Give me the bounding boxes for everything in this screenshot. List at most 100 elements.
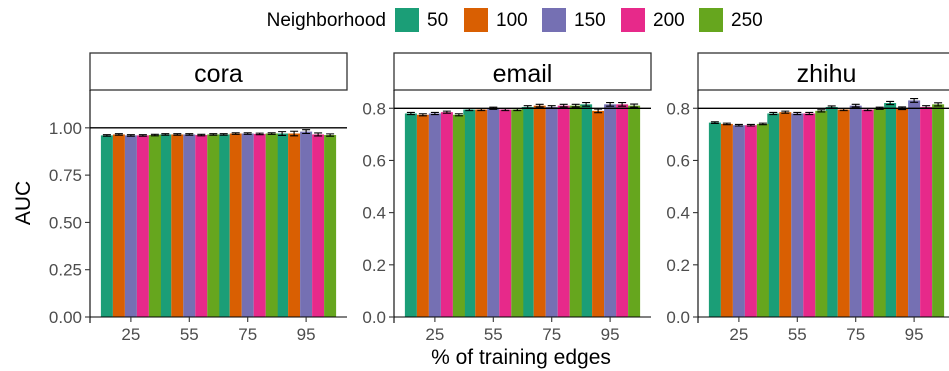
x-tick-label-cora-25: 25 (121, 325, 140, 344)
error-bar-cora-75-250 (267, 132, 276, 135)
y-tick-label-cora-0.25: 0.25 (49, 261, 82, 280)
legend-label-50: 50 (427, 10, 448, 31)
error-bar-email-75-100 (535, 103, 544, 108)
bar-email-25-200 (440, 112, 453, 317)
bar-email-25-150 (428, 113, 441, 317)
bar-zhihu-55-200 (803, 113, 816, 317)
x-tick-label-email-95: 95 (601, 325, 620, 344)
legend-swatch-250 (699, 8, 723, 32)
bar-zhihu-55-250 (815, 110, 828, 317)
bar-cora-55-100 (171, 134, 184, 317)
error-bar-cora-55-100 (173, 133, 182, 136)
panel-cora: cora 0.00 0.25 0.50 0.75 1.00 25 55 75 95 (49, 52, 348, 344)
error-bar-zhihu-25-150 (734, 123, 743, 127)
bar-cora-75-200 (253, 133, 266, 317)
x-tick-label-zhihu-25: 25 (729, 325, 748, 344)
bar-zhihu-25-150 (732, 125, 745, 317)
bar-zhihu-75-250 (873, 108, 886, 317)
y-tick-label-email-0.0: 0.0 (362, 308, 386, 327)
bar-email-95-150 (604, 104, 617, 317)
error-bar-zhihu-25-100 (722, 122, 731, 126)
error-bar-cora-25-150 (126, 134, 135, 137)
bar-cora-75-50 (217, 134, 230, 317)
error-bar-cora-55-250 (209, 133, 218, 136)
bar-cora-55-150 (183, 134, 196, 317)
y-tick-label-zhihu-0.8: 0.8 (666, 99, 690, 118)
error-bar-zhihu-55-150 (793, 111, 802, 116)
y-tick-label-zhihu-0.6: 0.6 (666, 151, 690, 170)
error-bar-zhihu-55-100 (781, 110, 790, 114)
panel-strip-zhihu (697, 52, 949, 91)
bar-zhihu-75-100 (837, 109, 850, 317)
bar-zhihu-25-250 (756, 123, 769, 317)
error-bar-email-75-200 (559, 103, 568, 108)
error-bar-email-25-50 (406, 111, 415, 116)
bar-cora-25-250 (148, 135, 161, 317)
error-bar-cora-55-50 (161, 133, 170, 136)
error-bar-cora-95-250 (326, 133, 335, 137)
bar-cora-25-150 (124, 135, 137, 317)
bar-email-75-100 (533, 105, 546, 317)
error-bar-cora-95-200 (314, 132, 323, 137)
error-bar-email-25-100 (418, 113, 427, 117)
error-bar-zhihu-95-250 (934, 102, 943, 107)
error-bar-zhihu-55-250 (817, 109, 826, 113)
y-tick-label-zhihu-0.0: 0.0 (666, 308, 690, 327)
bar-cora-95-200 (312, 134, 325, 317)
bar-zhihu-75-150 (849, 105, 862, 317)
x-tick-label-zhihu-55: 55 (788, 325, 807, 344)
bar-zhihu-95-150 (908, 100, 921, 317)
x-tick-label-cora-75: 75 (238, 325, 257, 344)
y-tick-label-email-0.2: 0.2 (362, 256, 386, 275)
bar-zhihu-75-50 (825, 106, 838, 317)
bar-email-25-100 (416, 114, 429, 317)
error-bar-email-25-200 (442, 110, 451, 114)
bar-zhihu-75-200 (861, 109, 874, 317)
error-bar-email-95-100 (594, 108, 603, 114)
bar-email-55-100 (475, 109, 488, 317)
legend-swatch-50 (395, 8, 419, 32)
y-tick-label-cora-0.50: 0.50 (49, 213, 82, 232)
error-bar-cora-25-250 (150, 133, 159, 137)
error-bar-cora-55-200 (197, 133, 206, 137)
y-tick-label-cora-1.00: 1.00 (49, 119, 82, 138)
y-tick-label-cora-0.00: 0.00 (49, 308, 82, 327)
x-tick-label-zhihu-95: 95 (905, 325, 924, 344)
error-bar-cora-95-150 (302, 129, 311, 135)
y-tick-label-email-0.6: 0.6 (362, 151, 386, 170)
bar-zhihu-95-200 (920, 106, 933, 317)
bar-email-95-250 (628, 105, 641, 317)
bar-cora-75-250 (265, 133, 278, 317)
bar-email-75-50 (521, 106, 534, 317)
error-bar-zhihu-25-50 (710, 121, 719, 124)
error-bar-email-95-50 (582, 101, 591, 107)
bar-email-25-50 (404, 113, 417, 317)
y-axis-label: AUC (12, 181, 35, 225)
panel-title-cora: cora (194, 60, 243, 88)
bar-zhihu-55-150 (791, 113, 804, 317)
panel-email: email 0.0 0.2 0.4 0.6 0.8 25 55 75 95 (362, 52, 652, 344)
error-bar-cora-95-100 (290, 130, 299, 137)
bar-zhihu-95-100 (896, 108, 909, 317)
error-bar-zhihu-95-150 (910, 98, 919, 103)
error-bar-zhihu-75-150 (851, 103, 860, 108)
bar-email-55-250 (511, 109, 524, 317)
y-tick-label-email-0.4: 0.4 (362, 204, 386, 223)
bar-email-55-200 (499, 109, 512, 317)
bar-cora-55-50 (159, 134, 172, 317)
error-bar-zhihu-55-200 (805, 111, 814, 116)
error-bar-cora-75-200 (255, 132, 264, 136)
bar-email-55-50 (463, 109, 476, 317)
legend-label-250: 250 (731, 10, 763, 31)
error-bar-zhihu-25-250 (758, 122, 767, 126)
x-tick-label-zhihu-75: 75 (846, 325, 865, 344)
x-tick-label-email-25: 25 (425, 325, 444, 344)
error-bar-email-95-200 (618, 101, 627, 107)
bar-email-75-150 (545, 106, 558, 317)
bar-email-25-250 (452, 114, 465, 317)
panel-strip-cora (89, 52, 348, 91)
bar-cora-95-150 (300, 131, 313, 317)
bar-email-75-200 (557, 105, 570, 317)
legend-label-100: 100 (496, 10, 528, 31)
legend-swatch-150 (542, 8, 566, 32)
